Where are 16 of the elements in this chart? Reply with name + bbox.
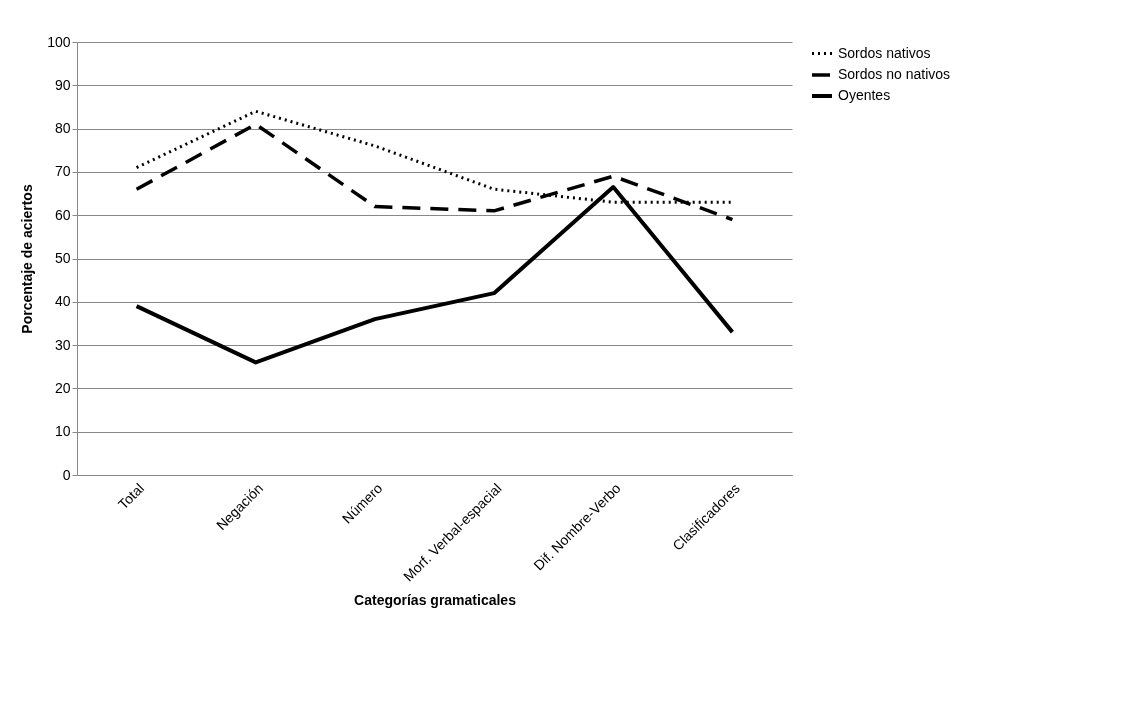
y-tick-label: 60 — [54, 206, 71, 223]
legend-label: Sordos nativos — [838, 44, 931, 61]
y-tick-label: 0 — [62, 466, 71, 483]
y-tick-label: 50 — [54, 250, 71, 266]
y-tick-label: 10 — [54, 423, 71, 440]
x-axis-title: Categorías gramaticales — [354, 592, 517, 609]
y-tick-label: 90 — [54, 76, 71, 93]
legend-label: Sordos no nativos — [838, 66, 951, 82]
y-tick-label: 40 — [54, 293, 71, 310]
y-tick-label: 30 — [54, 336, 71, 353]
y-tick-label: 20 — [54, 379, 71, 396]
legend-label: Oyentes — [838, 87, 891, 103]
y-axis-title: Porcentaje de aciertos — [19, 184, 36, 334]
y-tick-label: 100 — [47, 33, 71, 50]
y-tick-label: 70 — [54, 163, 71, 180]
y-tick-label: 80 — [54, 120, 71, 137]
